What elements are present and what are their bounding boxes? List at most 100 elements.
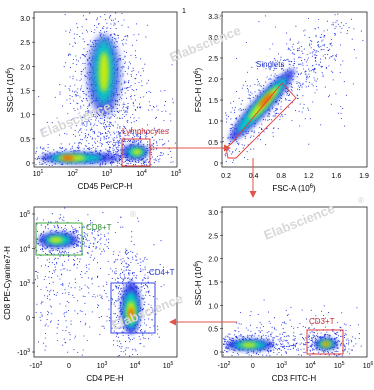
scatter-dot: [274, 110, 277, 112]
scatter-dot: [309, 76, 311, 78]
scatter-dot: [241, 100, 243, 102]
x-tick-label: 101: [33, 169, 44, 178]
scatter-dot: [288, 67, 290, 69]
scatter-dot: [288, 94, 291, 96]
scatter-dot: [332, 330, 334, 333]
scatter-dot: [120, 347, 122, 349]
scatter-dot: [47, 150, 49, 152]
scatter-dot: [115, 325, 117, 327]
scatter-dot: [104, 31, 106, 33]
scatter-dot: [114, 153, 117, 156]
scatter-dot: [46, 247, 48, 249]
scatter-dot: [247, 158, 249, 161]
scatter-dot: [144, 256, 146, 258]
scatter-dot: [102, 123, 105, 125]
scatter-dot: [77, 145, 79, 147]
scatter-dot: [123, 38, 125, 40]
scatter-dot: [56, 291, 58, 294]
scatter-dot: [103, 250, 105, 252]
scatter-dot: [330, 56, 332, 58]
scatter-dot: [49, 299, 51, 301]
scatter-dot: [85, 136, 87, 138]
scatter-dot: [267, 119, 269, 121]
scatter-dot: [170, 150, 172, 153]
scatter-dot: [232, 351, 234, 353]
scatter-dot: [140, 160, 142, 162]
scatter-dot: [148, 147, 150, 149]
scatter-dot: [320, 45, 322, 47]
scatter-dot: [97, 140, 99, 142]
scatter-dot: [108, 149, 110, 151]
scatter-dot: [60, 148, 62, 150]
scatter-dot: [93, 31, 95, 34]
scatter-dot: [272, 43, 274, 45]
scatter-dot: [119, 306, 121, 308]
scatter-dot: [41, 249, 44, 251]
scatter-dot: [65, 342, 67, 344]
scatter-dot: [337, 23, 339, 25]
scatter-dot: [111, 39, 113, 41]
scatter-dot: [160, 285, 162, 287]
scatter-dot: [83, 93, 85, 95]
scatter-dot: [74, 94, 76, 96]
scatter-dot: [305, 78, 308, 80]
scatter-dot: [104, 115, 106, 117]
scatter-dot: [44, 325, 46, 327]
scatter-dot: [81, 85, 83, 87]
scatter-dot: [44, 332, 47, 334]
scatter-dot: [260, 128, 263, 130]
scatter-dot: [84, 245, 86, 247]
watermark: Elabscience: [168, 23, 243, 65]
scatter-dot: [312, 101, 314, 103]
scatter-dot: [69, 89, 71, 91]
scatter-dot: [76, 92, 78, 94]
scatter-dot: [307, 57, 309, 59]
scatter-dot: [38, 95, 40, 97]
scatter-dot: [105, 132, 107, 134]
scatter-dot: [128, 257, 130, 259]
scatter-dot: [114, 285, 116, 287]
scatter-dot: [79, 261, 81, 263]
scatter-dot: [160, 240, 162, 242]
x-axis-label: FSC-A (106): [272, 184, 316, 193]
scatter-dot: [311, 324, 313, 326]
scatter-dot: [137, 328, 139, 330]
scatter-dot: [155, 160, 157, 162]
scatter-dot: [138, 103, 141, 105]
scatter-dot: [230, 102, 232, 104]
scatter-dot: [117, 142, 119, 144]
scatter-dot: [321, 66, 323, 68]
gating-arrows: [150, 144, 257, 326]
scatter-dot: [238, 142, 240, 144]
scatter-dot: [319, 61, 322, 63]
scatter-dot: [248, 354, 250, 356]
scatter-dot: [122, 106, 125, 108]
scatter-dot: [115, 272, 117, 275]
scatter-dot: [85, 134, 87, 137]
scatter-dot: [313, 54, 315, 56]
scatter-dot: [94, 29, 96, 31]
scatter-dot: [304, 118, 306, 120]
scatter-dot: [116, 151, 118, 153]
scatter-dot: [287, 313, 289, 316]
scatter-dot: [59, 217, 61, 219]
scatter-dot: [328, 312, 330, 314]
scatter-dot: [253, 130, 255, 132]
scatter-dot: [55, 294, 57, 296]
scatter-dot: [278, 347, 281, 349]
scatter-dot: [74, 84, 76, 86]
scatter-dot: [51, 277, 53, 279]
scatter-dot: [74, 255, 76, 257]
scatter-dot: [342, 108, 344, 110]
scatter-dot: [94, 257, 96, 259]
scatter-dot: [106, 22, 108, 24]
scatter-dot: [126, 111, 128, 113]
scatter-dot: [37, 271, 39, 274]
scatter-dot: [128, 79, 130, 82]
scatter-dot: [337, 335, 339, 337]
scatter-dot: [70, 150, 72, 153]
scatter-dot: [131, 130, 133, 132]
scatter-dot: [256, 78, 258, 80]
scatter-dot: [299, 89, 301, 91]
scatter-dot: [40, 163, 42, 165]
